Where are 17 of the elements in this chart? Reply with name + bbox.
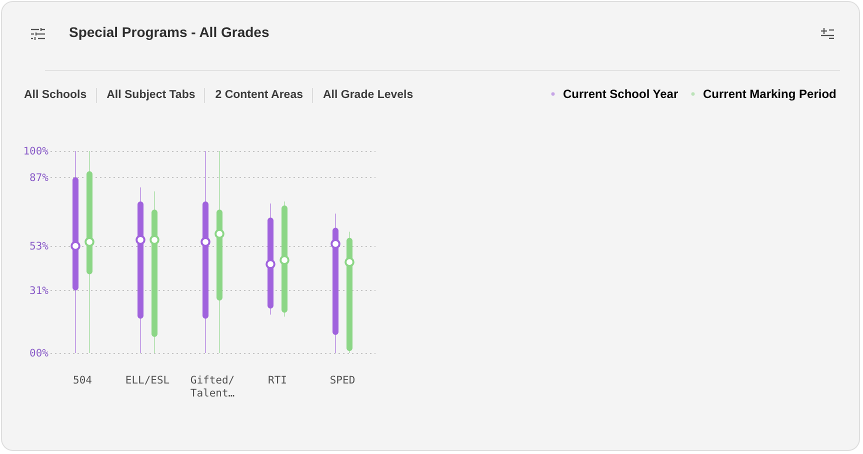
y-tick-label: 87% — [30, 172, 50, 184]
x-tick-label: SPED — [330, 374, 356, 386]
legend-label: Current School Year — [563, 87, 678, 101]
x-tick-label: RTI — [268, 374, 287, 386]
legend-label: Current Marking Period — [703, 87, 836, 101]
x-tick-label: ELL/ESL — [125, 374, 170, 386]
y-tick-label: 53% — [30, 240, 50, 252]
x-tick-label: Gifted/Talent… — [190, 374, 235, 400]
text: All Schools — [24, 88, 87, 103]
x-tick-label: 504 — [73, 374, 92, 386]
y-tick-label: 00% — [30, 348, 50, 360]
y-tick-label: 31% — [30, 284, 50, 297]
chart-title: Special Programs - All Grades — [69, 24, 270, 40]
text: 2 Content Areas — [204, 88, 303, 103]
text: All Grade Levels — [312, 88, 414, 103]
text: All Subject Tabs — [96, 88, 196, 103]
y-tick-label: 100% — [23, 146, 50, 158]
